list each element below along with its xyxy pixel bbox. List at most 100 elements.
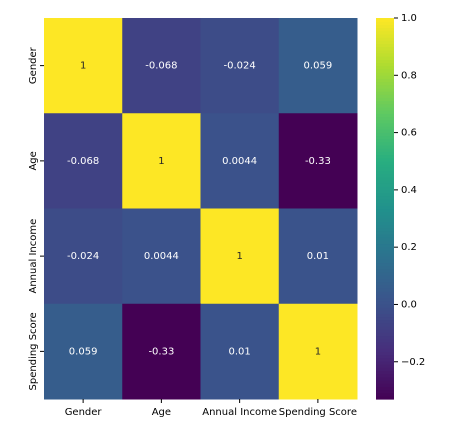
colorbar-band	[376, 65, 394, 70]
colorbar-band	[376, 332, 394, 337]
cell-label: -0.068	[145, 61, 177, 72]
colorbar-band	[376, 367, 394, 372]
colorbar-band	[376, 27, 394, 32]
colorbar-band	[376, 148, 394, 152]
colorbar-band	[376, 145, 394, 149]
colorbar-band	[376, 176, 394, 181]
colorbar-band	[376, 116, 394, 121]
x-tick-label: Gender	[65, 407, 103, 418]
colorbar-band	[376, 373, 394, 378]
colorbar-band	[376, 389, 394, 394]
colorbar-band	[376, 189, 394, 194]
colorbar-band	[376, 281, 394, 286]
cell-label: 1	[80, 61, 86, 72]
cell-label: -0.33	[148, 346, 174, 357]
colorbar-band	[376, 386, 394, 391]
heatmap-cell	[44, 18, 123, 114]
colorbar-band	[376, 141, 394, 146]
colorbar-band	[376, 364, 394, 368]
colorbar-band	[376, 110, 394, 114]
colorbar-band	[376, 49, 394, 54]
colorbar-band	[376, 348, 394, 352]
cell-label: 0.0044	[144, 251, 179, 262]
cell-label: 0.0044	[222, 156, 257, 167]
colorbar-band	[376, 233, 394, 238]
colorbar-band	[376, 113, 394, 118]
colorbar-band	[376, 138, 394, 143]
colorbar-band	[376, 345, 394, 349]
colorbar-band	[376, 59, 394, 64]
heatmap-cell	[200, 113, 280, 209]
colorbar-band	[376, 24, 394, 29]
colorbar-band	[376, 208, 394, 213]
colorbar-band	[376, 306, 394, 311]
colorbar-tick-label: 1.0	[401, 13, 417, 24]
colorbar-band	[376, 240, 394, 245]
colorbar-band	[376, 195, 394, 200]
colorbar-band	[376, 40, 394, 44]
colorbar-band	[376, 122, 394, 127]
y-tick-label: Annual Income	[28, 219, 39, 294]
colorbar-band	[376, 252, 394, 257]
colorbar-band	[376, 392, 394, 397]
colorbar-band	[376, 62, 394, 67]
colorbar-band	[376, 329, 394, 333]
colorbar-band	[376, 297, 394, 302]
y-tick-label: Spending Score	[28, 312, 39, 390]
colorbar-band	[376, 237, 394, 241]
colorbar-band	[376, 37, 394, 41]
colorbar-band	[376, 325, 394, 330]
colorbar-band	[376, 376, 394, 381]
colorbar-band	[376, 230, 394, 235]
colorbar-band	[376, 300, 394, 305]
colorbar-band	[376, 18, 394, 22]
colorbar-band	[376, 338, 394, 343]
colorbar-band	[376, 106, 394, 111]
colorbar-band	[376, 100, 394, 105]
colorbar-band	[376, 284, 394, 289]
colorbar-band	[376, 243, 394, 248]
heatmap-cell	[122, 113, 201, 209]
heatmap-cell	[122, 18, 201, 114]
colorbar-band	[376, 43, 394, 48]
cell-label: -0.024	[224, 61, 256, 72]
colorbar-band	[376, 87, 394, 92]
colorbar-band	[376, 151, 394, 156]
colorbar-band	[376, 354, 394, 359]
colorbar-band	[376, 30, 394, 35]
colorbar-band	[376, 75, 394, 79]
cell-label: 0.01	[228, 346, 250, 357]
colorbar-band	[376, 259, 394, 264]
colorbar-band	[376, 135, 394, 140]
colorbar-band	[376, 221, 394, 225]
colorbar-band	[376, 97, 394, 102]
colorbar-band	[376, 246, 394, 251]
colorbar-band	[376, 379, 394, 384]
colorbar-tick-label: 0.0	[401, 299, 417, 310]
cell-label: 1	[158, 156, 164, 167]
colorbar-band	[376, 205, 394, 210]
colorbar-band	[376, 132, 394, 137]
heatmap-cell	[44, 113, 123, 209]
colorbar-band	[376, 351, 394, 356]
colorbar-band	[376, 395, 394, 400]
colorbar-band	[376, 256, 394, 260]
colorbar-band	[376, 310, 394, 314]
colorbar-band	[376, 68, 394, 73]
colorbar-band	[376, 154, 394, 159]
heatmap-cell	[278, 18, 358, 114]
colorbar-band	[376, 52, 394, 57]
cell-label: -0.33	[305, 156, 331, 167]
colorbar-tick-label: −0.2	[401, 357, 425, 368]
colorbar-band	[376, 316, 394, 321]
colorbar-band	[376, 46, 394, 51]
colorbar-band	[376, 218, 394, 222]
cell-label: 1	[236, 251, 242, 262]
y-tick-label: Age	[28, 151, 39, 170]
colorbar-band	[376, 164, 394, 168]
colorbar-band	[376, 129, 394, 133]
colorbar-band	[376, 183, 394, 187]
colorbar-band	[376, 227, 394, 232]
colorbar-band	[376, 214, 394, 219]
heatmap-cell	[200, 303, 280, 400]
